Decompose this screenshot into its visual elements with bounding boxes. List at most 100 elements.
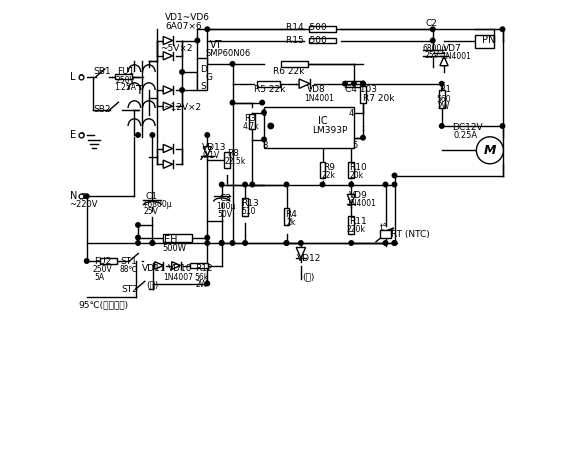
Text: 88℃: 88℃ [120, 266, 138, 274]
Circle shape [262, 110, 266, 115]
Text: 1N4001: 1N4001 [304, 94, 335, 103]
Bar [349, 162, 354, 178]
Bar [100, 258, 117, 264]
Text: (红): (红) [146, 280, 158, 289]
Text: 2W: 2W [438, 102, 450, 111]
Text: T: T [136, 84, 144, 96]
Text: R9: R9 [324, 163, 335, 172]
Text: 25V: 25V [424, 51, 439, 60]
Circle shape [349, 182, 353, 187]
Circle shape [195, 38, 200, 43]
Text: 4: 4 [349, 109, 354, 118]
Text: PN: PN [482, 35, 495, 45]
Bar [190, 263, 208, 268]
Polygon shape [203, 147, 211, 156]
Circle shape [230, 100, 235, 105]
Polygon shape [155, 262, 164, 269]
Text: VD8: VD8 [307, 86, 326, 94]
Polygon shape [299, 79, 310, 88]
Text: 1N4007: 1N4007 [163, 273, 193, 282]
Text: DC12V: DC12V [452, 123, 482, 132]
Circle shape [349, 241, 353, 245]
Circle shape [180, 70, 184, 74]
Text: VD7: VD7 [443, 44, 462, 53]
Text: SB2: SB2 [93, 105, 111, 114]
Text: (绿): (绿) [303, 273, 315, 282]
Circle shape [136, 241, 140, 245]
Bar [379, 230, 391, 238]
Circle shape [284, 241, 289, 245]
Bar [309, 37, 336, 43]
Circle shape [262, 137, 266, 142]
Text: VD1~VD6: VD1~VD6 [165, 13, 210, 22]
Text: SB1: SB1 [93, 67, 111, 76]
Circle shape [268, 123, 274, 129]
Text: 95℃(手动复位): 95℃(手动复位) [79, 301, 129, 310]
Bar [224, 152, 230, 168]
Text: ~12V×2: ~12V×2 [163, 104, 201, 112]
Text: 25V: 25V [143, 207, 158, 216]
Text: RT (NTC): RT (NTC) [391, 230, 430, 239]
Bar [474, 35, 494, 48]
Text: 8: 8 [262, 141, 268, 150]
Text: R15  500: R15 500 [286, 36, 327, 45]
Bar [242, 198, 248, 216]
Circle shape [136, 223, 140, 227]
Text: R10: R10 [350, 163, 367, 172]
Bar [283, 208, 289, 225]
Bar [281, 61, 308, 67]
Bar [349, 216, 354, 234]
Text: 2k: 2k [286, 218, 296, 227]
Circle shape [439, 124, 444, 128]
Bar [439, 90, 445, 108]
Circle shape [384, 182, 388, 187]
Circle shape [284, 241, 289, 245]
Text: 56k: 56k [195, 273, 209, 282]
Polygon shape [296, 248, 306, 258]
Text: FU1: FU1 [118, 67, 134, 76]
Circle shape [392, 241, 397, 245]
Polygon shape [163, 144, 173, 153]
Text: R6 22k: R6 22k [273, 67, 304, 76]
Polygon shape [163, 102, 173, 110]
Circle shape [243, 182, 247, 187]
Polygon shape [347, 194, 356, 204]
Circle shape [352, 81, 356, 86]
Text: 1: 1 [261, 109, 267, 118]
Circle shape [361, 81, 365, 86]
Text: C3: C3 [219, 194, 231, 203]
Text: R8: R8 [227, 148, 239, 157]
Text: R12: R12 [195, 264, 212, 273]
Circle shape [384, 241, 388, 245]
Circle shape [250, 182, 254, 187]
Text: 1.25A: 1.25A [115, 83, 137, 92]
Circle shape [150, 133, 155, 137]
Circle shape [205, 241, 210, 245]
Text: C2: C2 [426, 19, 438, 28]
Circle shape [230, 241, 235, 245]
Text: R3: R3 [244, 114, 256, 123]
Circle shape [477, 137, 503, 164]
Text: 9.1V: 9.1V [203, 151, 220, 160]
Bar [309, 26, 336, 32]
Text: LM393P: LM393P [312, 126, 347, 135]
Bar [115, 74, 132, 79]
Circle shape [501, 27, 505, 32]
Text: N o: N o [70, 191, 87, 201]
Polygon shape [163, 86, 173, 94]
Text: t°: t° [379, 223, 388, 232]
Text: ~220V: ~220V [69, 200, 97, 209]
Text: VD13: VD13 [202, 143, 226, 152]
Polygon shape [163, 36, 173, 45]
Text: 220k: 220k [347, 225, 365, 234]
Circle shape [219, 241, 224, 245]
Text: VD12: VD12 [297, 254, 321, 263]
Bar [264, 107, 354, 148]
Text: ~5V×2: ~5V×2 [161, 44, 193, 53]
Circle shape [205, 235, 210, 240]
Text: 6A07×6: 6A07×6 [165, 22, 201, 31]
Text: C4 103: C4 103 [345, 86, 377, 94]
Circle shape [361, 135, 365, 140]
Circle shape [392, 173, 397, 178]
Text: 250V: 250V [92, 266, 112, 274]
